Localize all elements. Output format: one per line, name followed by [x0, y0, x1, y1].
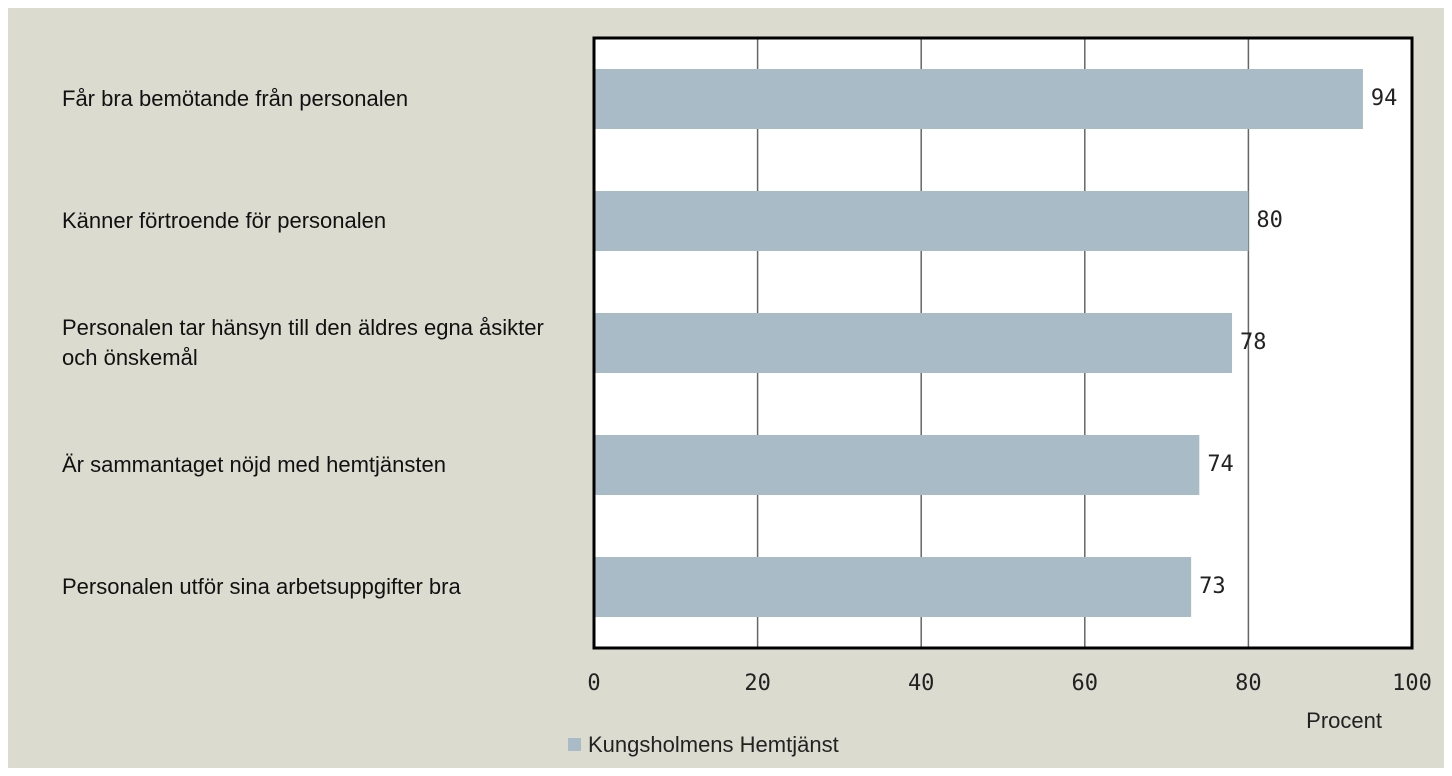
bar — [594, 191, 1249, 251]
value-label: 80 — [1256, 208, 1283, 233]
value-label: 74 — [1207, 452, 1234, 477]
value-label: 94 — [1371, 86, 1398, 111]
x-tick-label: 40 — [908, 671, 935, 696]
x-tick-label: 100 — [1392, 671, 1432, 696]
bar — [594, 313, 1233, 373]
x-tick-label: 80 — [1235, 671, 1262, 696]
x-axis-label: Procent — [1306, 708, 1382, 733]
y-tick-label: Känner förtroende för personalen — [62, 208, 387, 233]
legend-swatch — [568, 738, 581, 751]
y-tick-label: Är sammantaget nöjd med hemtjänsten — [62, 452, 446, 477]
bar — [594, 557, 1192, 617]
value-label: 78 — [1240, 330, 1267, 355]
x-tick-label: 0 — [587, 671, 600, 696]
plot-border — [592, 36, 1414, 650]
bar — [594, 69, 1363, 129]
bar — [594, 435, 1200, 495]
y-tick-label: Får bra bemötande från personalen — [62, 86, 409, 111]
x-tick-label: 60 — [1072, 671, 1099, 696]
y-tick-label: Personalen utför sina arbetsuppgifter br… — [62, 574, 461, 599]
x-tick-label: 20 — [744, 671, 771, 696]
legend-label: Kungsholmens Hemtjänst — [588, 732, 839, 757]
y-tick-label: Personalen tar hänsyn till den äldres eg… — [62, 315, 544, 370]
value-label: 73 — [1199, 574, 1226, 599]
